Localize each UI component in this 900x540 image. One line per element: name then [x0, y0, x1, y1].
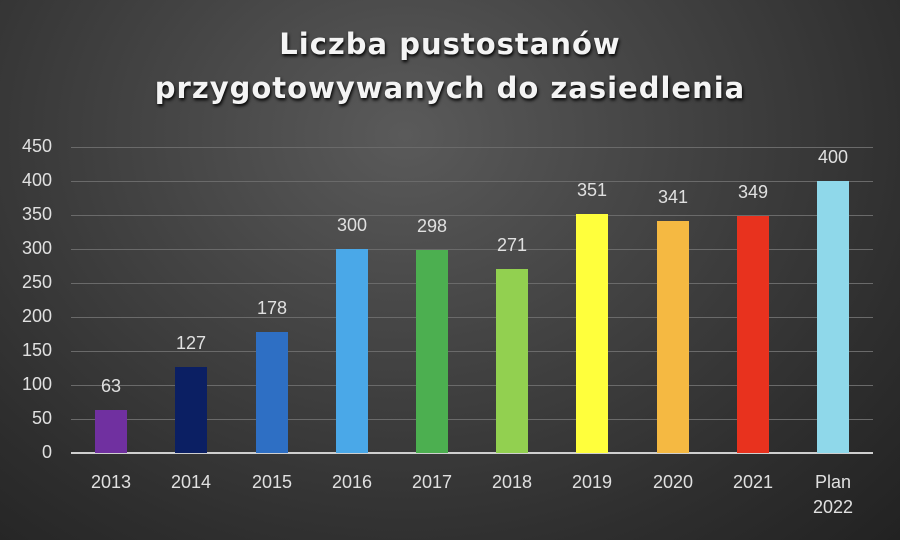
data-label: 63: [100, 376, 122, 396]
chart-title-line-1: Liczba pustostanów: [279, 27, 621, 61]
bar-2021: [737, 216, 769, 453]
gridline: [71, 283, 873, 284]
bar-2018: [496, 269, 528, 453]
x-axis-category-label: 2014: [170, 472, 212, 492]
bar-2017: [416, 250, 448, 453]
data-label: 351: [576, 180, 608, 200]
data-label: 298: [416, 216, 448, 236]
chart-title-line-2: przygotowywanych do zasiedlenia: [154, 71, 746, 105]
data-label: 178: [256, 298, 288, 318]
x-axis-category-label: 2018: [491, 472, 533, 492]
gridline: [71, 317, 873, 318]
y-axis-tick-label: 350: [21, 204, 52, 224]
chart-title: Liczba pustostanów przygotowywanych do z…: [0, 22, 900, 110]
x-axis-category-label: 2017: [411, 472, 453, 492]
x-axis-category-label: Plan 2022: [812, 472, 854, 517]
x-axis-category-label: 2015: [251, 472, 293, 492]
bar-2016: [336, 249, 368, 453]
x-axis-category-label: 2020: [652, 472, 694, 492]
bar-plan-2022: [817, 181, 849, 453]
y-axis-tick-label: 450: [21, 136, 52, 156]
data-label: 400: [817, 147, 849, 167]
data-label: 300: [336, 215, 368, 235]
y-axis-tick-label: 250: [21, 272, 52, 292]
data-label: 127: [175, 333, 207, 353]
data-label: 341: [657, 187, 689, 207]
x-axis-category-label: 2013: [90, 472, 132, 492]
gridline: [71, 351, 873, 352]
bar-2015: [256, 332, 288, 453]
x-axis-category-label: 2021: [732, 472, 774, 492]
x-axis-line: [71, 452, 873, 454]
gridline: [71, 215, 873, 216]
bar-2019: [576, 214, 608, 453]
y-axis-tick-label: 300: [21, 238, 52, 258]
bar-2014: [175, 367, 207, 453]
bar-2013: [95, 410, 127, 453]
y-axis-tick-label: 50: [31, 408, 52, 428]
y-axis-tick-label: 200: [21, 306, 52, 326]
gridline: [71, 419, 873, 420]
gridline: [71, 147, 873, 148]
y-axis-tick-label: 150: [21, 340, 52, 360]
bar-2020: [657, 221, 689, 453]
data-label: 271: [496, 235, 528, 255]
y-axis-tick-label: 100: [21, 374, 52, 394]
gridline: [71, 249, 873, 250]
gridline: [71, 181, 873, 182]
x-axis-category-label: 2016: [331, 472, 373, 492]
gridline: [71, 385, 873, 386]
y-axis-tick-label: 400: [21, 170, 52, 190]
data-label: 349: [737, 182, 769, 202]
y-axis-tick-label: 0: [41, 442, 52, 462]
x-axis-category-label: 2019: [571, 472, 613, 492]
